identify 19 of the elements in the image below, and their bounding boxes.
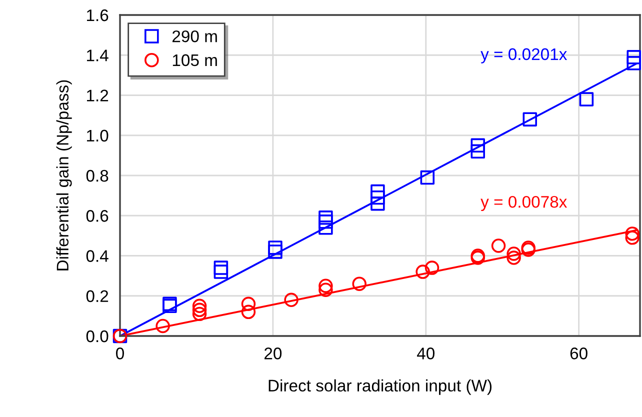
y-tick-label: 0.8 xyxy=(86,170,108,182)
x-axis-title: Direct solar radiation input (W) xyxy=(268,379,492,395)
x-tick-label: 0 xyxy=(116,348,124,360)
legend-label: 105 m xyxy=(172,54,217,66)
y-tick-label: 1.2 xyxy=(86,90,108,102)
y-tick-label: 0.2 xyxy=(86,290,108,302)
annotation: y = 0.0201x xyxy=(480,48,568,64)
annotation: y = 0.0078x xyxy=(480,196,568,212)
x-tick-label: 60 xyxy=(570,348,588,360)
y-tick-label: 1.6 xyxy=(86,9,108,22)
legend-label: 290 m xyxy=(172,30,217,42)
x-tick-label: 20 xyxy=(264,348,282,360)
y-axis-title: Differential gain (Np/pass) xyxy=(56,80,72,270)
y-tick-label: 1.0 xyxy=(86,130,108,142)
x-tick-label: 40 xyxy=(416,348,434,360)
y-tick-label: 1.4 xyxy=(86,50,108,62)
y-tick-label: 0.6 xyxy=(86,210,108,222)
y-tick-label: 0.0 xyxy=(86,330,108,342)
y-tick-label: 0.4 xyxy=(86,250,108,262)
